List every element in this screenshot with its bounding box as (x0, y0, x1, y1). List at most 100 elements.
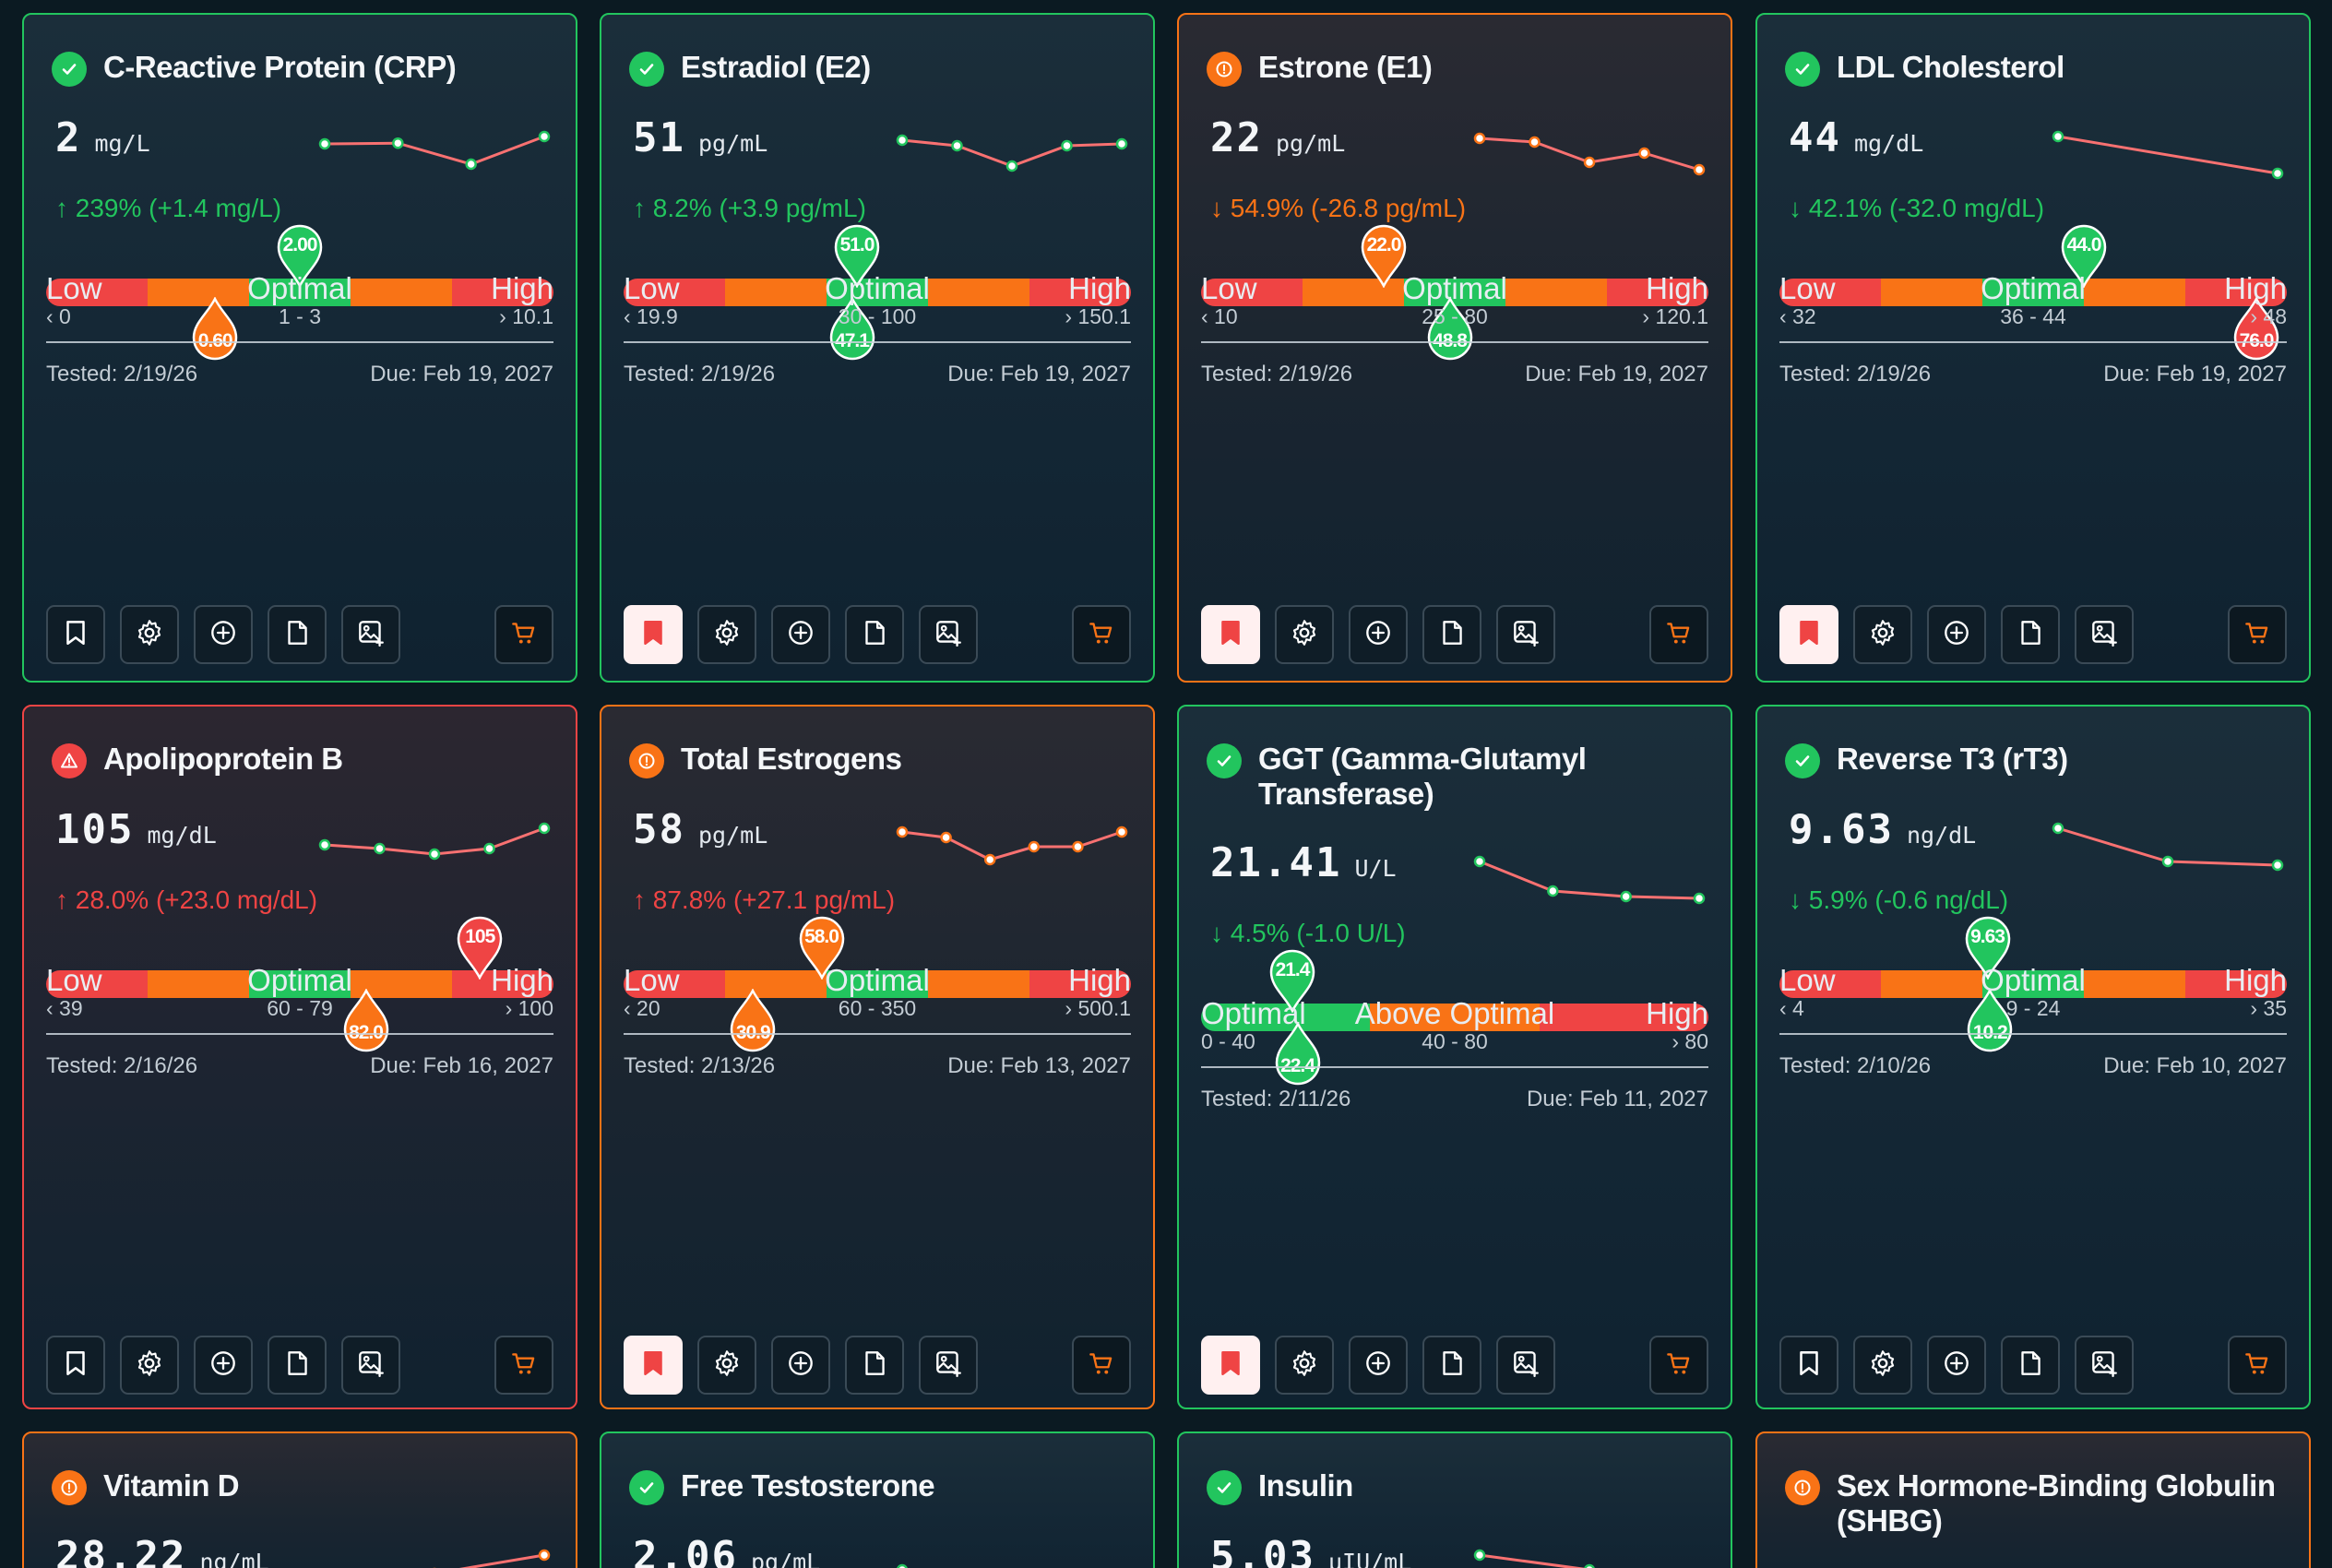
zone-label: High (2224, 963, 2287, 997)
zone-range: › 150.1 (1065, 304, 1131, 328)
document-button[interactable] (845, 1336, 904, 1395)
settings-button[interactable] (1275, 1336, 1334, 1395)
marker-label: 30.9 (735, 1022, 771, 1043)
bookmark-button[interactable] (46, 605, 105, 664)
cart-button[interactable] (2228, 605, 2287, 664)
biomarker-card-freet[interactable]: Free Testosterone 2.06 pg/mL (600, 1431, 1155, 1568)
cart-button[interactable] (494, 605, 553, 664)
sparkline-point (1473, 855, 1486, 868)
bookmark-button[interactable] (1779, 1336, 1838, 1395)
cart-button[interactable] (1072, 605, 1131, 664)
settings-button[interactable] (1853, 1336, 1912, 1395)
add-image-button[interactable] (2075, 605, 2134, 664)
document-button[interactable] (1422, 1336, 1481, 1395)
value-marker-current: 105 (456, 915, 504, 980)
biomarker-card-rt3[interactable]: Reverse T3 (rT3) 9.63 ng/dL ↓ 5.9% (-0.6 ng… (1755, 705, 2311, 1409)
due-date: Due: Feb 13, 2027 (947, 1053, 1131, 1078)
add-image-button[interactable] (341, 605, 400, 664)
document-icon (2015, 617, 2046, 653)
settings-button[interactable] (120, 1336, 179, 1395)
bookmark-button[interactable] (1779, 605, 1838, 664)
range-segment-red (1201, 279, 1303, 306)
settings-button[interactable] (1853, 605, 1912, 664)
cart-button[interactable] (494, 1336, 553, 1395)
document-button[interactable] (1422, 605, 1481, 664)
biomarker-card-e1[interactable]: Estrone (E1) 22 pg/mL ↓ 54.9% (-26.8 pg/mL)… (1177, 13, 1732, 683)
add-button[interactable] (771, 1336, 830, 1395)
settings-button[interactable] (697, 1336, 756, 1395)
add-button[interactable] (194, 605, 253, 664)
zone-label: Optimal (825, 963, 930, 997)
card-title: Apolipoprotein B (103, 742, 343, 776)
biomarker-card-totest[interactable]: Total Estrogens 58 pg/mL ↑ 87.8% (+27.1 pg/… (600, 705, 1155, 1409)
add-image-button[interactable] (1496, 1336, 1555, 1395)
bookmark-button[interactable] (1201, 1336, 1260, 1395)
sparkline-point (897, 1563, 908, 1568)
card-header: Vitamin D (52, 1468, 557, 1505)
sparkline-point (1473, 132, 1486, 145)
bookmark-button[interactable] (624, 1336, 683, 1395)
biomarker-card-apob[interactable]: Apolipoprotein B 105 mg/dL ↑ 28.0% (+23.0 m… (22, 705, 577, 1409)
value-unit: mg/dL (147, 822, 217, 849)
biomarker-card-ggt[interactable]: GGT (Gamma-Glutamyl Transferase) 21.41 U/L… (1177, 705, 1732, 1409)
document-button[interactable] (2001, 1336, 2060, 1395)
zone-labels: Low Optimal High (624, 963, 1131, 1000)
add-button[interactable] (1927, 605, 1986, 664)
add-image-button[interactable] (2075, 1336, 2134, 1395)
sparkline-point (428, 848, 441, 861)
test-dates: Tested: 2/16/26 Due: Feb 16, 2027 (46, 1053, 553, 1081)
settings-button[interactable] (120, 605, 179, 664)
zone-range: › 10.1 (499, 304, 553, 328)
add-button[interactable] (1349, 605, 1408, 664)
cart-button[interactable] (1649, 605, 1708, 664)
bookmark-icon (1793, 617, 1825, 653)
biomarker-card-shbg[interactable]: Sex Hormone-Binding Globulin (SHBG) (1755, 1431, 2311, 1568)
settings-button[interactable] (697, 605, 756, 664)
document-button[interactable] (845, 605, 904, 664)
range-indicator: 51.0 47.1 (624, 205, 1131, 371)
range-segment-red (46, 279, 148, 306)
document-button[interactable] (268, 1336, 327, 1395)
biomarker-card-ldl[interactable]: LDL Cholesterol 44 mg/dL ↓ 42.1% (-32.0 mg/… (1755, 13, 2311, 683)
value-display: 44 mg/dL (1789, 114, 1923, 161)
add-button[interactable] (1927, 1336, 1986, 1395)
document-button[interactable] (2001, 605, 2060, 664)
cart-button[interactable] (1649, 1336, 1708, 1395)
image-add-icon (933, 1348, 964, 1384)
zone-range: › 500.1 (1065, 996, 1131, 1020)
add-button[interactable] (194, 1336, 253, 1395)
zone-label: Optimal (1201, 996, 1306, 1030)
cart-button[interactable] (2228, 1336, 2287, 1395)
range-segment-green (827, 279, 928, 306)
bookmark-button[interactable] (46, 1336, 105, 1395)
check-circle-icon (1785, 743, 1820, 778)
zone-labels: Low Optimal High (624, 271, 1131, 308)
settings-button[interactable] (1275, 605, 1334, 664)
add-image-button[interactable] (341, 1336, 400, 1395)
test-dates: Tested: 2/13/26 Due: Feb 13, 2027 (624, 1053, 1131, 1081)
biomarker-card-e2[interactable]: Estradiol (E2) 51 pg/mL ↑ 8.2% (+3.9 pg/mL)… (600, 13, 1155, 683)
document-button[interactable] (268, 605, 327, 664)
biomarker-card-insulin[interactable]: Insulin 5.03 μIU/mL (1177, 1431, 1732, 1568)
add-image-button[interactable] (1496, 605, 1555, 664)
bookmark-button[interactable] (1201, 605, 1260, 664)
add-button[interactable] (1349, 1336, 1408, 1395)
card-title: Reverse T3 (rT3) (1837, 742, 2068, 776)
biomarker-card-crp[interactable]: C-Reactive Protein (CRP) 2 mg/L ↑ 239% (+1.… (22, 13, 577, 683)
value-unit: ng/dL (1906, 822, 1977, 849)
bookmark-button[interactable] (624, 605, 683, 664)
add-image-button[interactable] (919, 1336, 978, 1395)
zone-label: High (1068, 963, 1131, 997)
range-segment-red (624, 279, 725, 306)
cart-button[interactable] (1072, 1336, 1131, 1395)
biomarker-card-vitd[interactable]: Vitamin D 28.22 ng/mL (22, 1431, 577, 1568)
sparkline-point (1115, 826, 1128, 838)
add-button[interactable] (771, 605, 830, 664)
range-bar (1779, 279, 2287, 306)
add-image-button[interactable] (919, 605, 978, 664)
range-segment-red (452, 970, 553, 998)
due-date: Due: Feb 19, 2027 (2103, 362, 2287, 386)
marker-label: 10.2 (1972, 1022, 2008, 1043)
zone-labels: Low Optimal High (1201, 271, 1708, 308)
marker-label: 76.0 (2239, 330, 2275, 351)
